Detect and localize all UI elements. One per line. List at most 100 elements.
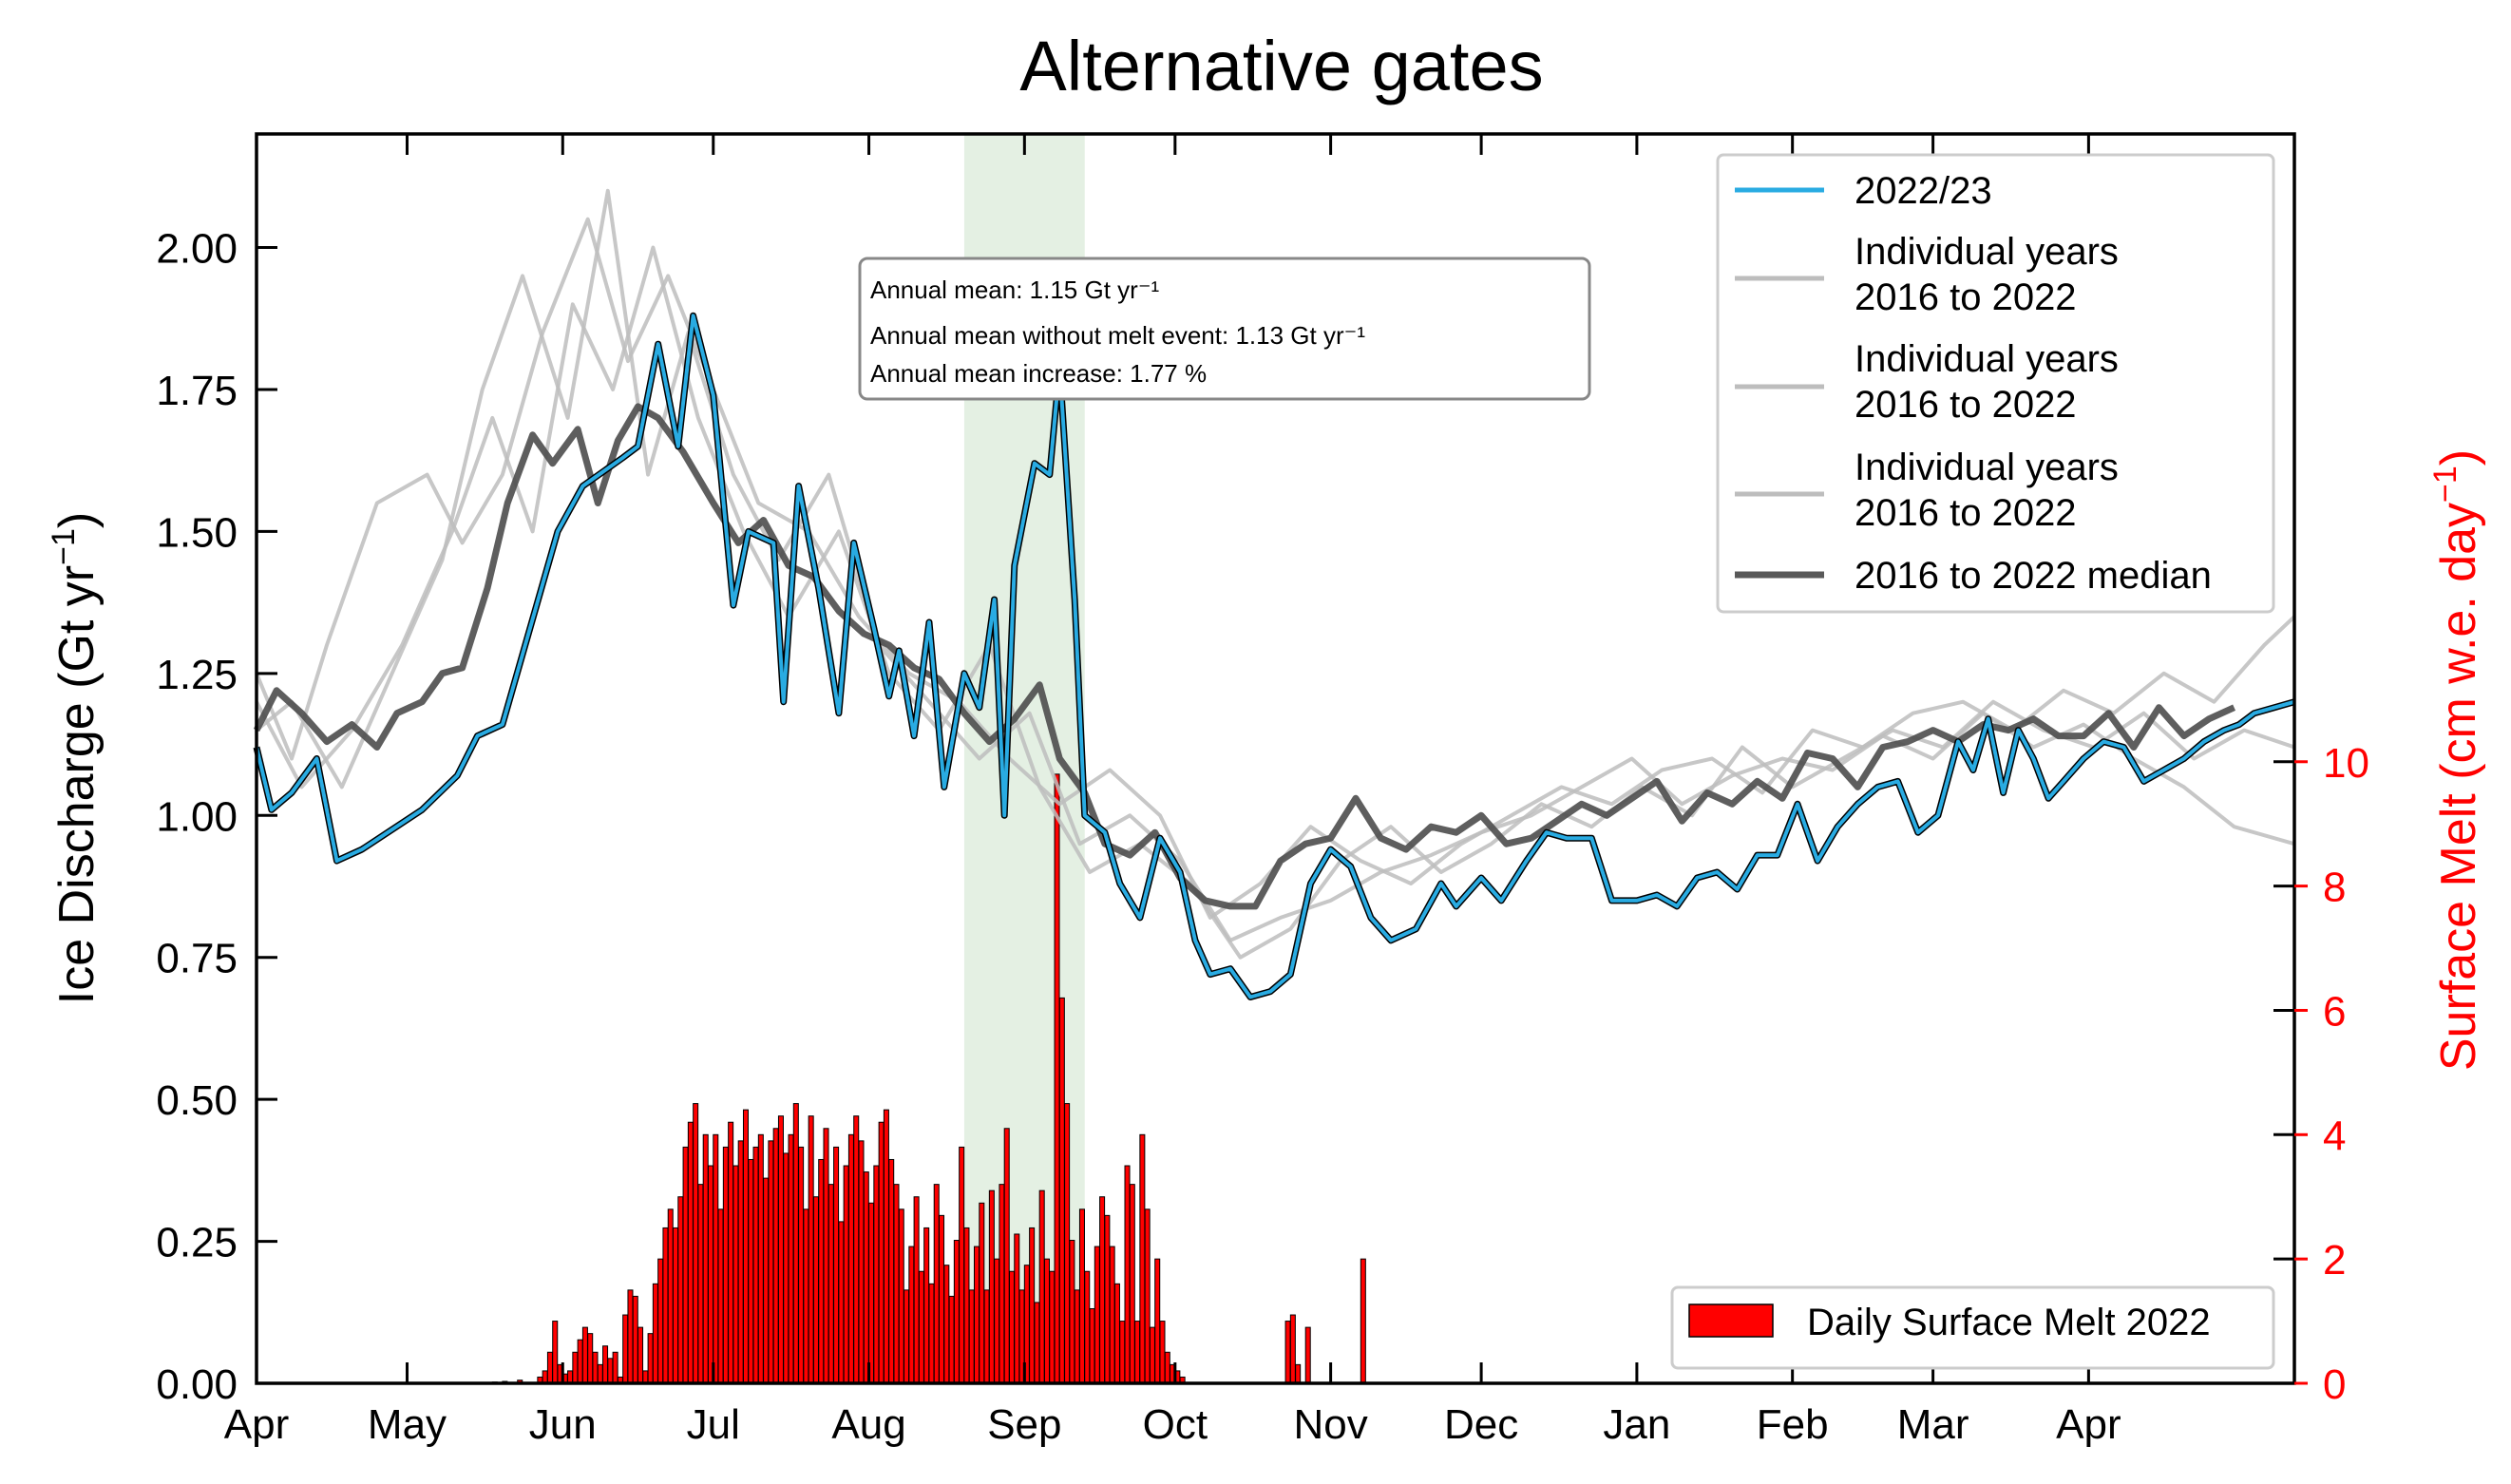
melt-bar [783,1152,789,1384]
y-tick-label: 0.25 [156,1220,238,1266]
melt-bar [702,1133,709,1384]
legend-label-line1: Individual years [1855,338,2119,380]
y-tick-label: 2.00 [156,226,238,273]
melt-bar [667,1208,674,1384]
y-tick-label: 1.25 [156,652,238,698]
melt-bar [587,1333,594,1384]
melt-bar [1124,1165,1131,1384]
melt-bar [968,1289,975,1384]
legend-label-individual: Individual years 2016 to 2022 [1855,231,2119,318]
melt-bar [988,1189,995,1384]
melt-bar [1094,1246,1100,1384]
melt-bar [637,1326,644,1384]
melt-bar [647,1333,654,1384]
melt-bar [777,1115,784,1384]
melt-bar [883,1109,889,1384]
melt-bar [792,1103,799,1384]
melt-bar [572,1351,579,1384]
individual-years-lines [255,188,2296,960]
melt-bar [552,1321,559,1384]
legend-label-line1: Individual years [1855,447,2119,488]
melt-bar [597,1363,603,1384]
melt-bar [592,1351,599,1384]
melt-bar [827,1184,834,1384]
melt-bar [1029,1227,1036,1384]
melt-bar [1054,773,1060,1384]
melt-bar [607,1358,614,1384]
melt-bar [908,1246,915,1384]
melt-bar [833,1146,840,1384]
y2-axis-label: Surface Melt (cm w.e. day−1) [2427,449,2486,1071]
melt-bar [772,1128,779,1384]
melt-bar [687,1121,694,1384]
melt-bar [728,1121,734,1384]
melt-bar [748,1158,754,1384]
melt-bar [1289,1314,1296,1384]
individual-year-line [255,217,2296,920]
melt-bar [873,1165,880,1384]
legend-label-line2: 2016 to 2022 [1855,276,2077,318]
melt-bar [904,1289,910,1384]
melt-bar [818,1158,825,1384]
melt-bar [693,1103,699,1384]
y2-tick-label: 6 [2323,988,2346,1035]
bar-legend-label: Daily Surface Melt 2022 [1807,1302,2211,1343]
y-axis-label-exponent: −1 [46,528,82,565]
melt-bar [1069,1240,1075,1384]
melt-bar [803,1208,809,1384]
melt-bar [1144,1208,1151,1384]
melt-bar [657,1258,664,1384]
melt-bar [1058,997,1065,1384]
y2-tick-label: 2 [2323,1237,2346,1284]
melt-bar [913,1196,920,1384]
melt-bar [722,1146,729,1384]
melt-bar [999,1184,1005,1384]
melt-bar [577,1339,583,1384]
legend-label-median: 2016 to 2022 median [1855,555,2212,597]
melt-bar [943,1265,950,1384]
melt-bar [1089,1307,1095,1384]
x-axis: Apr May Jun Jul Aug Sep Oct Nov Dec Jan Feb Mar Apr [224,134,2121,1448]
melt-bar [1064,1103,1071,1384]
melt-bar [843,1165,849,1384]
y-tick-label: 0.75 [156,936,238,982]
melt-bar [1154,1258,1161,1384]
melt-bar [627,1289,634,1384]
melt-bar [567,1370,574,1384]
plot-frame [255,132,2296,1385]
melt-bar [1295,1363,1302,1384]
melt-bar [1043,1258,1050,1384]
melt-bar [1038,1189,1045,1384]
melt-bar [622,1314,629,1384]
melt-bar [812,1196,819,1384]
melt-bar [1129,1184,1135,1384]
melt-bar [953,1240,960,1384]
melt-bar [546,1351,553,1384]
melt-bar [798,1146,805,1384]
melt-bar [1304,1326,1311,1384]
melt-bar [1003,1128,1010,1384]
x-tick-label: Apr [2056,1401,2121,1448]
melt-bar [682,1146,689,1384]
melt-bar [1360,1258,1366,1384]
melt-bar [853,1115,860,1384]
melt-bar [1104,1214,1111,1384]
annotation-line: Annual mean without melt event: 1.13 Gt … [870,321,1365,350]
y-tick-label: 1.50 [156,509,238,556]
legend-label-line2: 2016 to 2022 [1855,384,2077,426]
melt-bar [994,1258,1000,1384]
bar-legend-swatch [1688,1303,1774,1338]
melt-bar [1099,1196,1106,1384]
melt-bar [948,1295,955,1384]
melt-bar [878,1121,885,1384]
y2-axis-label-exponent: −1 [2427,466,2463,503]
melt-bar [1284,1321,1291,1384]
melt-bar [713,1133,719,1384]
melt-bar [808,1115,814,1384]
x-tick-label: Nov [1293,1401,1367,1448]
melt-bar [1049,1270,1056,1384]
melt-bar [542,1370,548,1384]
melt-bar [1034,1302,1040,1384]
melt-bar [757,1133,764,1384]
y2-tick-label: 10 [2323,740,2369,787]
